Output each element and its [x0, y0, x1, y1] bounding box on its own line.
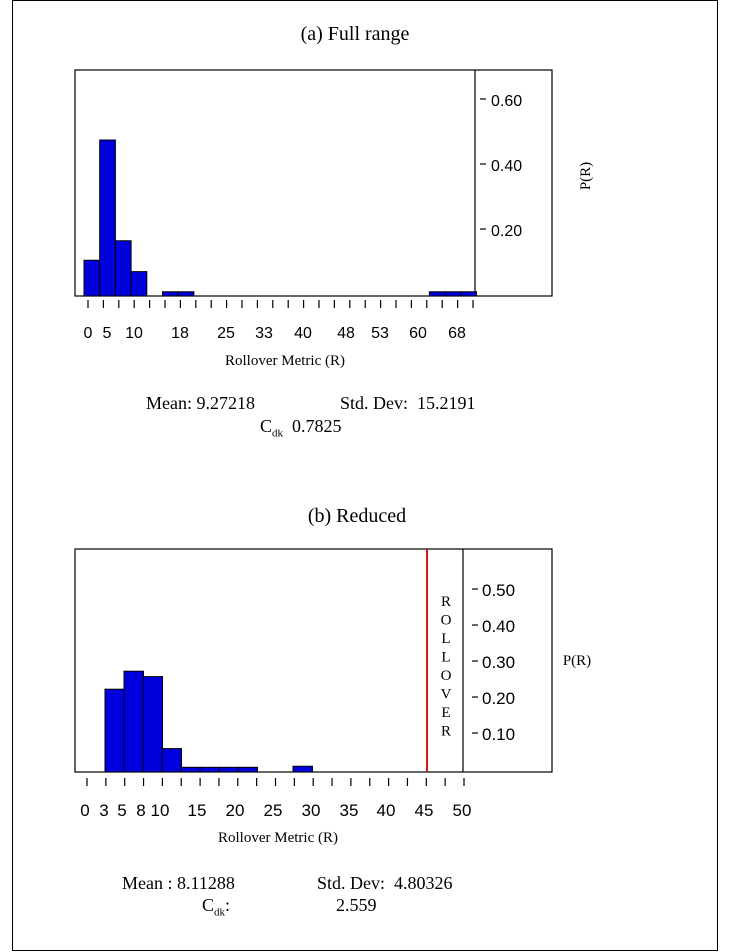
panel-b-x-tick-label: 15	[188, 801, 207, 820]
panel-a-x-tick-label: 48	[337, 325, 355, 342]
panel-b-cdk: Cdk:	[202, 895, 230, 919]
panel-b-bar	[161, 748, 182, 773]
panel-a-bar	[114, 240, 132, 297]
panel-b-y-tick-label: 0.10	[482, 725, 515, 744]
panel-b-cdk-value: 2.559	[336, 895, 377, 915]
panel-b-bar	[218, 766, 239, 773]
panel-a-y-tick-label: 0.60	[491, 93, 522, 110]
panel-a-x-tick-label: 5	[103, 325, 112, 342]
panel-b-x-tick-label: 8	[136, 801, 145, 820]
panel-b-y-tick-label: 0.30	[482, 653, 515, 672]
panel-b-x-tick-label: 3	[99, 801, 108, 820]
panel-b-y-tick-label: 0.20	[482, 689, 515, 708]
panel-b-bar	[123, 670, 144, 773]
panel-a-y-axis-label: P(R)	[578, 162, 594, 190]
panel-a-x-tick-label: 68	[448, 325, 466, 342]
panel-a-bar	[428, 291, 446, 297]
panel-a-x-axis-label: Rollover Metric (R)	[225, 353, 345, 369]
panel-a-bar	[130, 271, 148, 297]
panel-b-bar	[104, 688, 125, 773]
rollover-label-letter: R	[441, 724, 451, 740]
panel-b-std-value: 4.80326	[394, 873, 453, 893]
panel-b-y-axis-label: P(R)	[563, 653, 591, 669]
rollover-label-letter: O	[441, 613, 452, 629]
panel-b-plot-frame	[74, 548, 553, 773]
panel-a-bar	[177, 291, 195, 297]
panel-b-x-tick-label: 30	[302, 801, 321, 820]
panel-a-x-tick-label: 33	[255, 325, 273, 342]
panel-b-std: Std. Dev: 4.80326	[317, 873, 453, 894]
panel-a-x-tick-label: 0	[84, 325, 93, 342]
panel-b-x-tick-label: 45	[415, 801, 434, 820]
panel-a-title: (a) Full range	[301, 23, 410, 45]
panel-b-mean-label: Mean :	[122, 873, 173, 893]
panel-b-x-tick-label: 25	[264, 801, 283, 820]
panel-a-mean: Mean: 9.27218	[146, 393, 255, 414]
panel-a: (a) Full range 0 5 10 18 25 33 40 48 53 60 68 0.60…	[74, 23, 594, 369]
panel-a-std-label: Std. Dev:	[340, 393, 409, 413]
panel-b-cdk-label: Cdk:	[202, 895, 231, 919]
panel-a-cdk: Cdk 0.7825	[260, 416, 342, 440]
panel-a-cdk-label: Cdk	[260, 416, 284, 440]
panel-a-y-tick-label: 0.40	[491, 158, 522, 175]
panel-b-x-tick-label: 50	[453, 801, 472, 820]
panel-b-x-tick-label: 20	[226, 801, 245, 820]
panel-a-y-tick-label: 0.20	[491, 223, 522, 240]
panel-b-x-tick-label: 10	[151, 801, 170, 820]
rollover-label-letter: L	[441, 650, 450, 666]
panel-b-bar	[180, 766, 201, 773]
panel-b-x-tick-label: 40	[377, 801, 396, 820]
panel-a-std-value: 15.2191	[417, 393, 476, 413]
rollover-label-letter: O	[441, 668, 452, 684]
rollover-label-letter: R	[441, 594, 451, 610]
figure-frame	[12, 0, 718, 951]
panel-b-std-label: Std. Dev:	[317, 873, 386, 893]
panel-b-mean-value: 8.11288	[176, 873, 235, 893]
panel-b-x-tick-label: 5	[117, 801, 126, 820]
panel-b-mean: Mean : 8.11288	[122, 873, 235, 894]
panel-a-x-tick-label: 40	[294, 325, 312, 342]
panel-b-bar	[237, 766, 258, 773]
panel-a-bar	[162, 291, 179, 297]
rollover-label-letter: L	[441, 631, 450, 647]
panel-a-x-tick-label: 53	[371, 325, 389, 342]
panel-a-plot-frame	[74, 69, 553, 297]
rollover-label-letter: V	[441, 687, 452, 703]
panel-b-bar	[199, 766, 220, 773]
panel-a-mean-value: 9.27218	[196, 393, 255, 413]
panel-b-x-tick-label: 0	[80, 801, 89, 820]
panel-a-x-tick-label: 25	[217, 325, 235, 342]
panel-a-bar	[99, 139, 116, 297]
panel-a-x-tick-label: 10	[125, 325, 143, 342]
panel-b-title: (b) Reduced	[308, 505, 406, 527]
panel-b-cdk-value-wrap: 2.559	[336, 895, 377, 916]
panel-b-y-tick-label: 0.50	[482, 581, 515, 600]
panel-a-x-tick-label: 60	[409, 325, 427, 342]
rollover-label-letter: E	[441, 705, 450, 721]
panel-a-std: Std. Dev: 15.2191	[340, 393, 476, 414]
panel-a-bar	[83, 259, 101, 297]
panel-b-x-axis-label: Rollover Metric (R)	[218, 830, 338, 846]
panel-b-y-tick-label: 0.40	[482, 617, 515, 636]
panel-b-bar	[292, 765, 313, 773]
panel-a-x-tick-label: 18	[171, 325, 189, 342]
panel-a-bar	[460, 291, 477, 297]
panel-a-bar	[444, 291, 462, 297]
panel-b-x-tick-label: 35	[340, 801, 359, 820]
panel-a-cdk-value: 0.7825	[292, 416, 342, 436]
panel-a-mean-label: Mean:	[146, 393, 192, 413]
panel-b-bar	[142, 676, 163, 773]
